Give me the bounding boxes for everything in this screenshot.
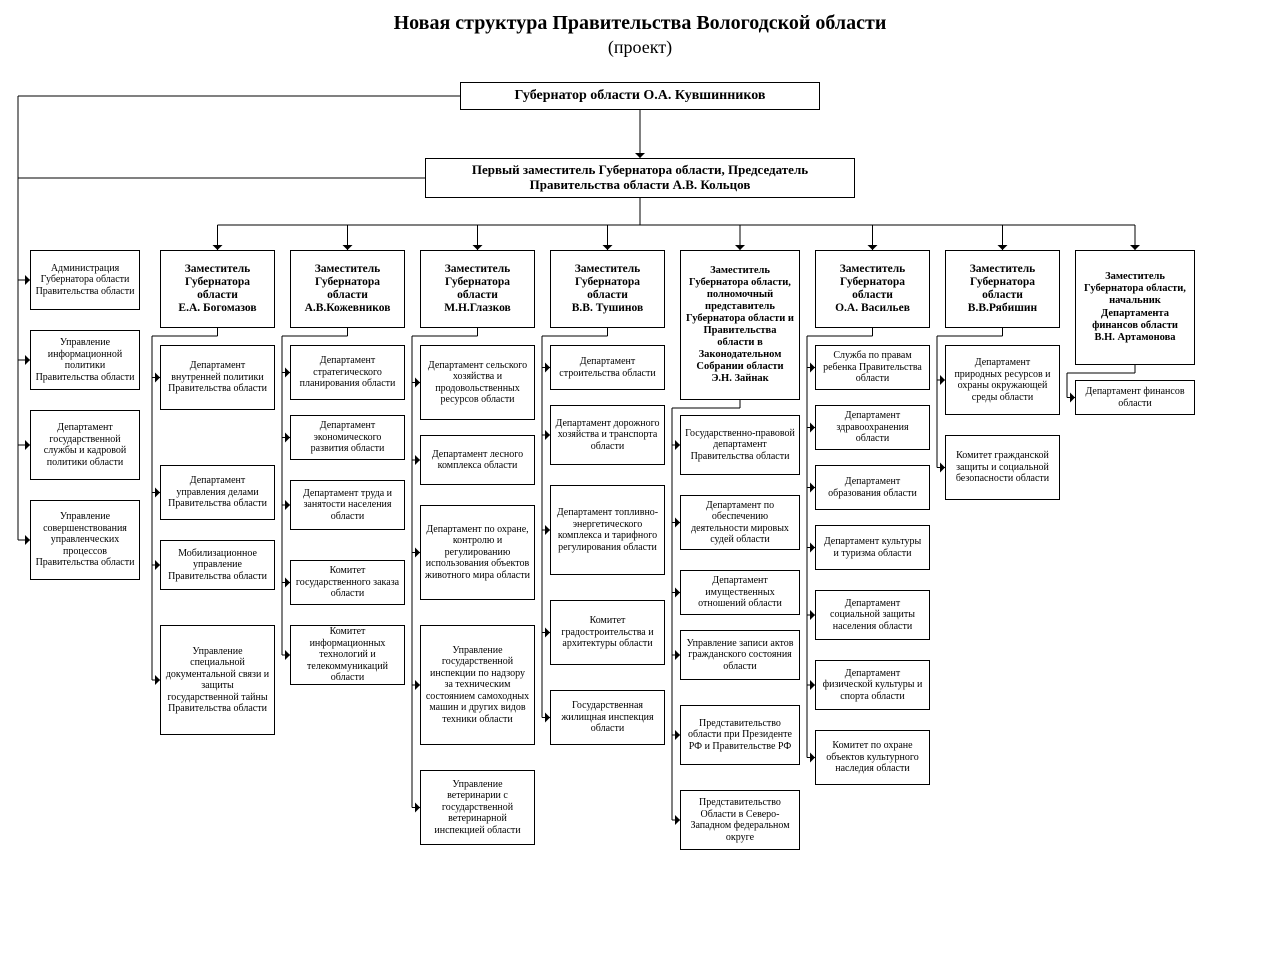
org-unit-5-1: Департамент по обеспечению деятельности …: [680, 495, 800, 550]
org-unit-7-1: Комитет гражданской защиты и социальной …: [945, 435, 1060, 500]
org-unit-1-3: Управление специальной документальной св…: [160, 625, 275, 735]
org-unit-3-3: Управление государственной инспекции по …: [420, 625, 535, 745]
first-deputy-box: Первый заместитель Губернатора области, …: [425, 158, 855, 198]
deputy-head-8: Заместитель Губернатора области, начальн…: [1075, 250, 1195, 365]
org-chart: Губернатор области О.А. Кувшинников Первы…: [0, 70, 1280, 960]
org-unit-3-1: Департамент лесного комплекса области: [420, 435, 535, 485]
org-unit-5-0: Государственно-правовой департамент Прав…: [680, 415, 800, 475]
org-unit-6-1: Департамент здравоохранения области: [815, 405, 930, 450]
org-unit-0-3: Управление совершенствования управленчес…: [30, 500, 140, 580]
org-unit-2-3: Комитет государственного заказа области: [290, 560, 405, 605]
org-unit-6-4: Департамент социальной защиты населения …: [815, 590, 930, 640]
deputy-head-5: Заместитель Губернатора области, полномо…: [680, 250, 800, 400]
org-unit-5-4: Представительство области при Президенте…: [680, 705, 800, 765]
org-unit-6-2: Департамент образования области: [815, 465, 930, 510]
org-unit-4-3: Комитет градостроительства и архитектуры…: [550, 600, 665, 665]
deputy-head-6: Заместитель Губернатора области О.А. Вас…: [815, 250, 930, 328]
deputy-head-3: Заместитель Губернатора области М.Н.Глаз…: [420, 250, 535, 328]
org-unit-8-0: Департамент финансов области: [1075, 380, 1195, 415]
org-unit-2-4: Комитет информационных технологий и теле…: [290, 625, 405, 685]
org-unit-4-0: Департамент строительства области: [550, 345, 665, 390]
governor-box: Губернатор области О.А. Кувшинников: [460, 82, 820, 110]
deputy-head-1: Заместитель Губернатора области Е.А. Бог…: [160, 250, 275, 328]
org-unit-6-0: Служба по правам ребенка Правительства о…: [815, 345, 930, 390]
org-unit-3-2: Департамент по охране, контролю и регули…: [420, 505, 535, 600]
org-unit-3-0: Департамент сельского хозяйства и продов…: [420, 345, 535, 420]
deputy-head-2: Заместитель Губернатора области А.В.Коже…: [290, 250, 405, 328]
org-unit-1-1: Департамент управления делами Правительс…: [160, 465, 275, 520]
org-unit-0-1: Управление информационной политики Прави…: [30, 330, 140, 390]
org-unit-6-6: Комитет по охране объектов культурного н…: [815, 730, 930, 785]
org-unit-1-0: Департамент внутренней политики Правител…: [160, 345, 275, 410]
org-unit-0-2: Департамент государственной службы и кад…: [30, 410, 140, 480]
deputy-head-7: Заместитель Губернатора области В.В.Ряби…: [945, 250, 1060, 328]
org-unit-3-4: Управление ветеринарии с государственной…: [420, 770, 535, 845]
org-unit-4-1: Департамент дорожного хозяйства и трансп…: [550, 405, 665, 465]
org-unit-5-5: Представительство Области в Северо-Запад…: [680, 790, 800, 850]
org-unit-4-4: Государственная жилищная инспекция облас…: [550, 690, 665, 745]
org-unit-6-5: Департамент физической культуры и спорта…: [815, 660, 930, 710]
org-unit-7-0: Департамент природных ресурсов и охраны …: [945, 345, 1060, 415]
org-unit-1-2: Мобилизационное управление Правительства…: [160, 540, 275, 590]
org-unit-5-3: Управление записи актов гражданского сос…: [680, 630, 800, 680]
deputy-head-4: Заместитель Губернатора области В.В. Туш…: [550, 250, 665, 328]
org-unit-6-3: Департамент культуры и туризма области: [815, 525, 930, 570]
org-unit-5-2: Департамент имущественных отношений обла…: [680, 570, 800, 615]
org-unit-2-2: Департамент труда и занятости населения …: [290, 480, 405, 530]
org-unit-4-2: Департамент топливно-энергетического ком…: [550, 485, 665, 575]
org-unit-2-1: Департамент экономического развития обла…: [290, 415, 405, 460]
chart-subtitle: (проект): [0, 35, 1280, 58]
chart-title: Новая структура Правительства Вологодско…: [0, 0, 1280, 35]
org-unit-0-0: Администрация Губернатора области Правит…: [30, 250, 140, 310]
org-unit-2-0: Департамент стратегического планирования…: [290, 345, 405, 400]
